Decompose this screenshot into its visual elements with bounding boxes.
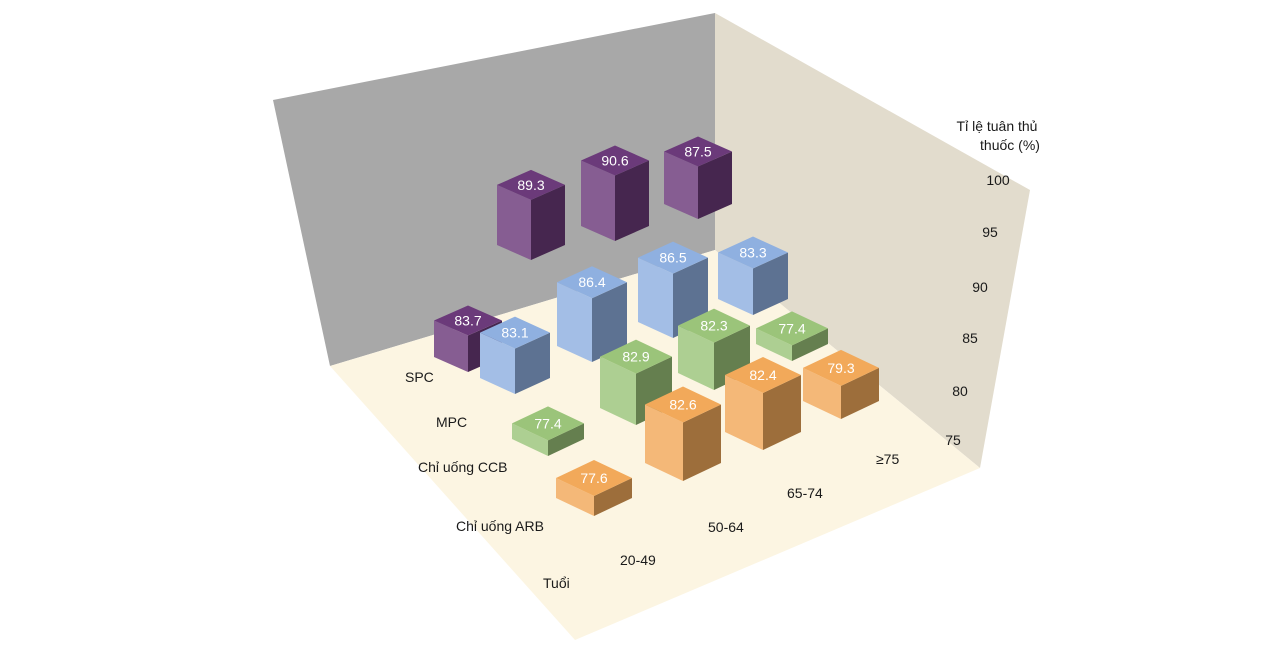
bar-face-left [803,367,841,419]
z-tick-label: 85 [962,330,978,346]
bar-value-label: 83.1 [501,325,528,341]
z-axis-ticks: 75 80 85 90 95 100 [945,172,1010,448]
category-label: 65-74 [787,485,823,501]
series-label: Chỉ uống CCB [418,459,508,475]
bar-face-right [592,282,627,362]
bar-3-3: 79.3 [803,349,879,419]
bar-face-right [515,332,550,394]
bar-value-label: 87.5 [684,144,711,160]
bar-3-2: 82.4 [725,357,801,450]
bar-top [664,136,732,167]
bar-value-label: 83.3 [739,245,766,261]
bar-1-1: 86.4 [557,266,627,362]
bar-value-label: 86.5 [659,250,686,266]
bar-face-left [480,332,515,394]
z-tick-label: 80 [952,383,968,399]
bar-face-left [512,423,548,456]
bar-value-label: 77.4 [778,320,805,336]
series-axis-labels: SPC MPC Chỉ uống CCB Chỉ uống ARB [405,369,544,534]
bar-face-right [753,252,788,315]
bar-face-right [548,423,584,456]
bar-top [756,311,828,346]
bar-face-left [556,478,594,516]
bar-face-left [557,282,592,362]
z-tick-label: 90 [972,279,988,295]
bar-top [556,460,632,496]
bar-face-left [718,252,753,315]
bar-value-label: 77.4 [534,415,561,431]
bar-face-right [698,151,732,219]
bar-face-left [638,257,673,338]
bar-face-left [725,375,763,450]
bar-0-1: 89.3 [497,169,565,260]
bar-value-label: 77.6 [580,470,607,486]
bar-value-label: 82.6 [669,396,696,412]
bar-top [718,236,788,269]
bar-value-label: 90.6 [601,152,628,168]
bar-face-left [645,404,683,481]
side-wall [715,13,1030,468]
bar-face-right [683,404,721,481]
bar-top [725,357,801,393]
bar-face-left [434,320,468,372]
bar-0-3: 87.5 [664,136,732,219]
x-axis-title: Tuổi [543,575,570,591]
bar-top [512,406,584,441]
bar-face-right [615,160,649,241]
bar-face-left [600,356,636,425]
bar-face-left [497,184,531,260]
bar-value-label: 89.3 [517,177,544,193]
bar-value-label: 79.3 [827,360,854,376]
bar-face-right [792,328,828,361]
bar-0-2: 90.6 [581,145,649,241]
bar-top [480,316,550,349]
bar-2-0: 77.4 [512,406,584,456]
bar-face-right [531,184,565,260]
bar-top [645,386,721,423]
bar-top [557,266,627,299]
category-label: 20-49 [620,552,656,568]
bar-top [678,308,750,343]
bar-face-left [756,328,792,361]
bar-face-left [581,160,615,241]
bar-top [600,339,672,374]
bar-3-1: 82.6 [645,386,721,481]
bar-3-0: 77.6 [556,460,632,516]
bar-face-left [664,151,698,219]
bar-face-right [841,367,879,419]
series-label: SPC [405,369,434,385]
bar-2-3: 77.4 [756,311,828,361]
z-tick-label: 95 [982,224,998,240]
series-label: Chỉ uống ARB [456,518,544,534]
bar-1-0: 83.1 [480,316,550,394]
bar-value-label: 83.7 [454,312,481,328]
series-label: MPC [436,414,467,430]
bar-top [497,169,565,200]
category-axis-labels: 20-49 50-64 65-74 ≥75 [620,451,899,568]
bars-group: 83.7 89.3 90.6 87.5 83.1 86.4 86.5 83.3 77.4 82.9… [434,136,879,516]
bar-face-right [763,375,801,450]
bar-top [434,305,502,336]
bar-top [638,241,708,274]
category-label: 50-64 [708,519,744,535]
bar-top [581,145,649,176]
bar-value-label: 82.3 [700,318,727,334]
z-tick-label: 100 [986,172,1010,188]
bar-value-label: 82.4 [749,367,776,383]
bar-1-3: 83.3 [718,236,788,315]
z-axis-label: Tỉ lệ tuân thủ thuốc (%) [957,118,1040,153]
bar-value-label: 86.4 [578,274,605,290]
z-tick-label: 75 [945,432,961,448]
bar-face-right [594,478,632,516]
bar-1-2: 86.5 [638,241,708,338]
bar-face-left [678,325,714,390]
bar-top [803,349,879,386]
category-label: ≥75 [876,451,899,467]
z-axis-title-line: Tỉ lệ tuân thủ [957,118,1038,134]
z-axis-title-line: thuốc (%) [980,137,1040,153]
bar-value-label: 82.9 [622,349,649,365]
